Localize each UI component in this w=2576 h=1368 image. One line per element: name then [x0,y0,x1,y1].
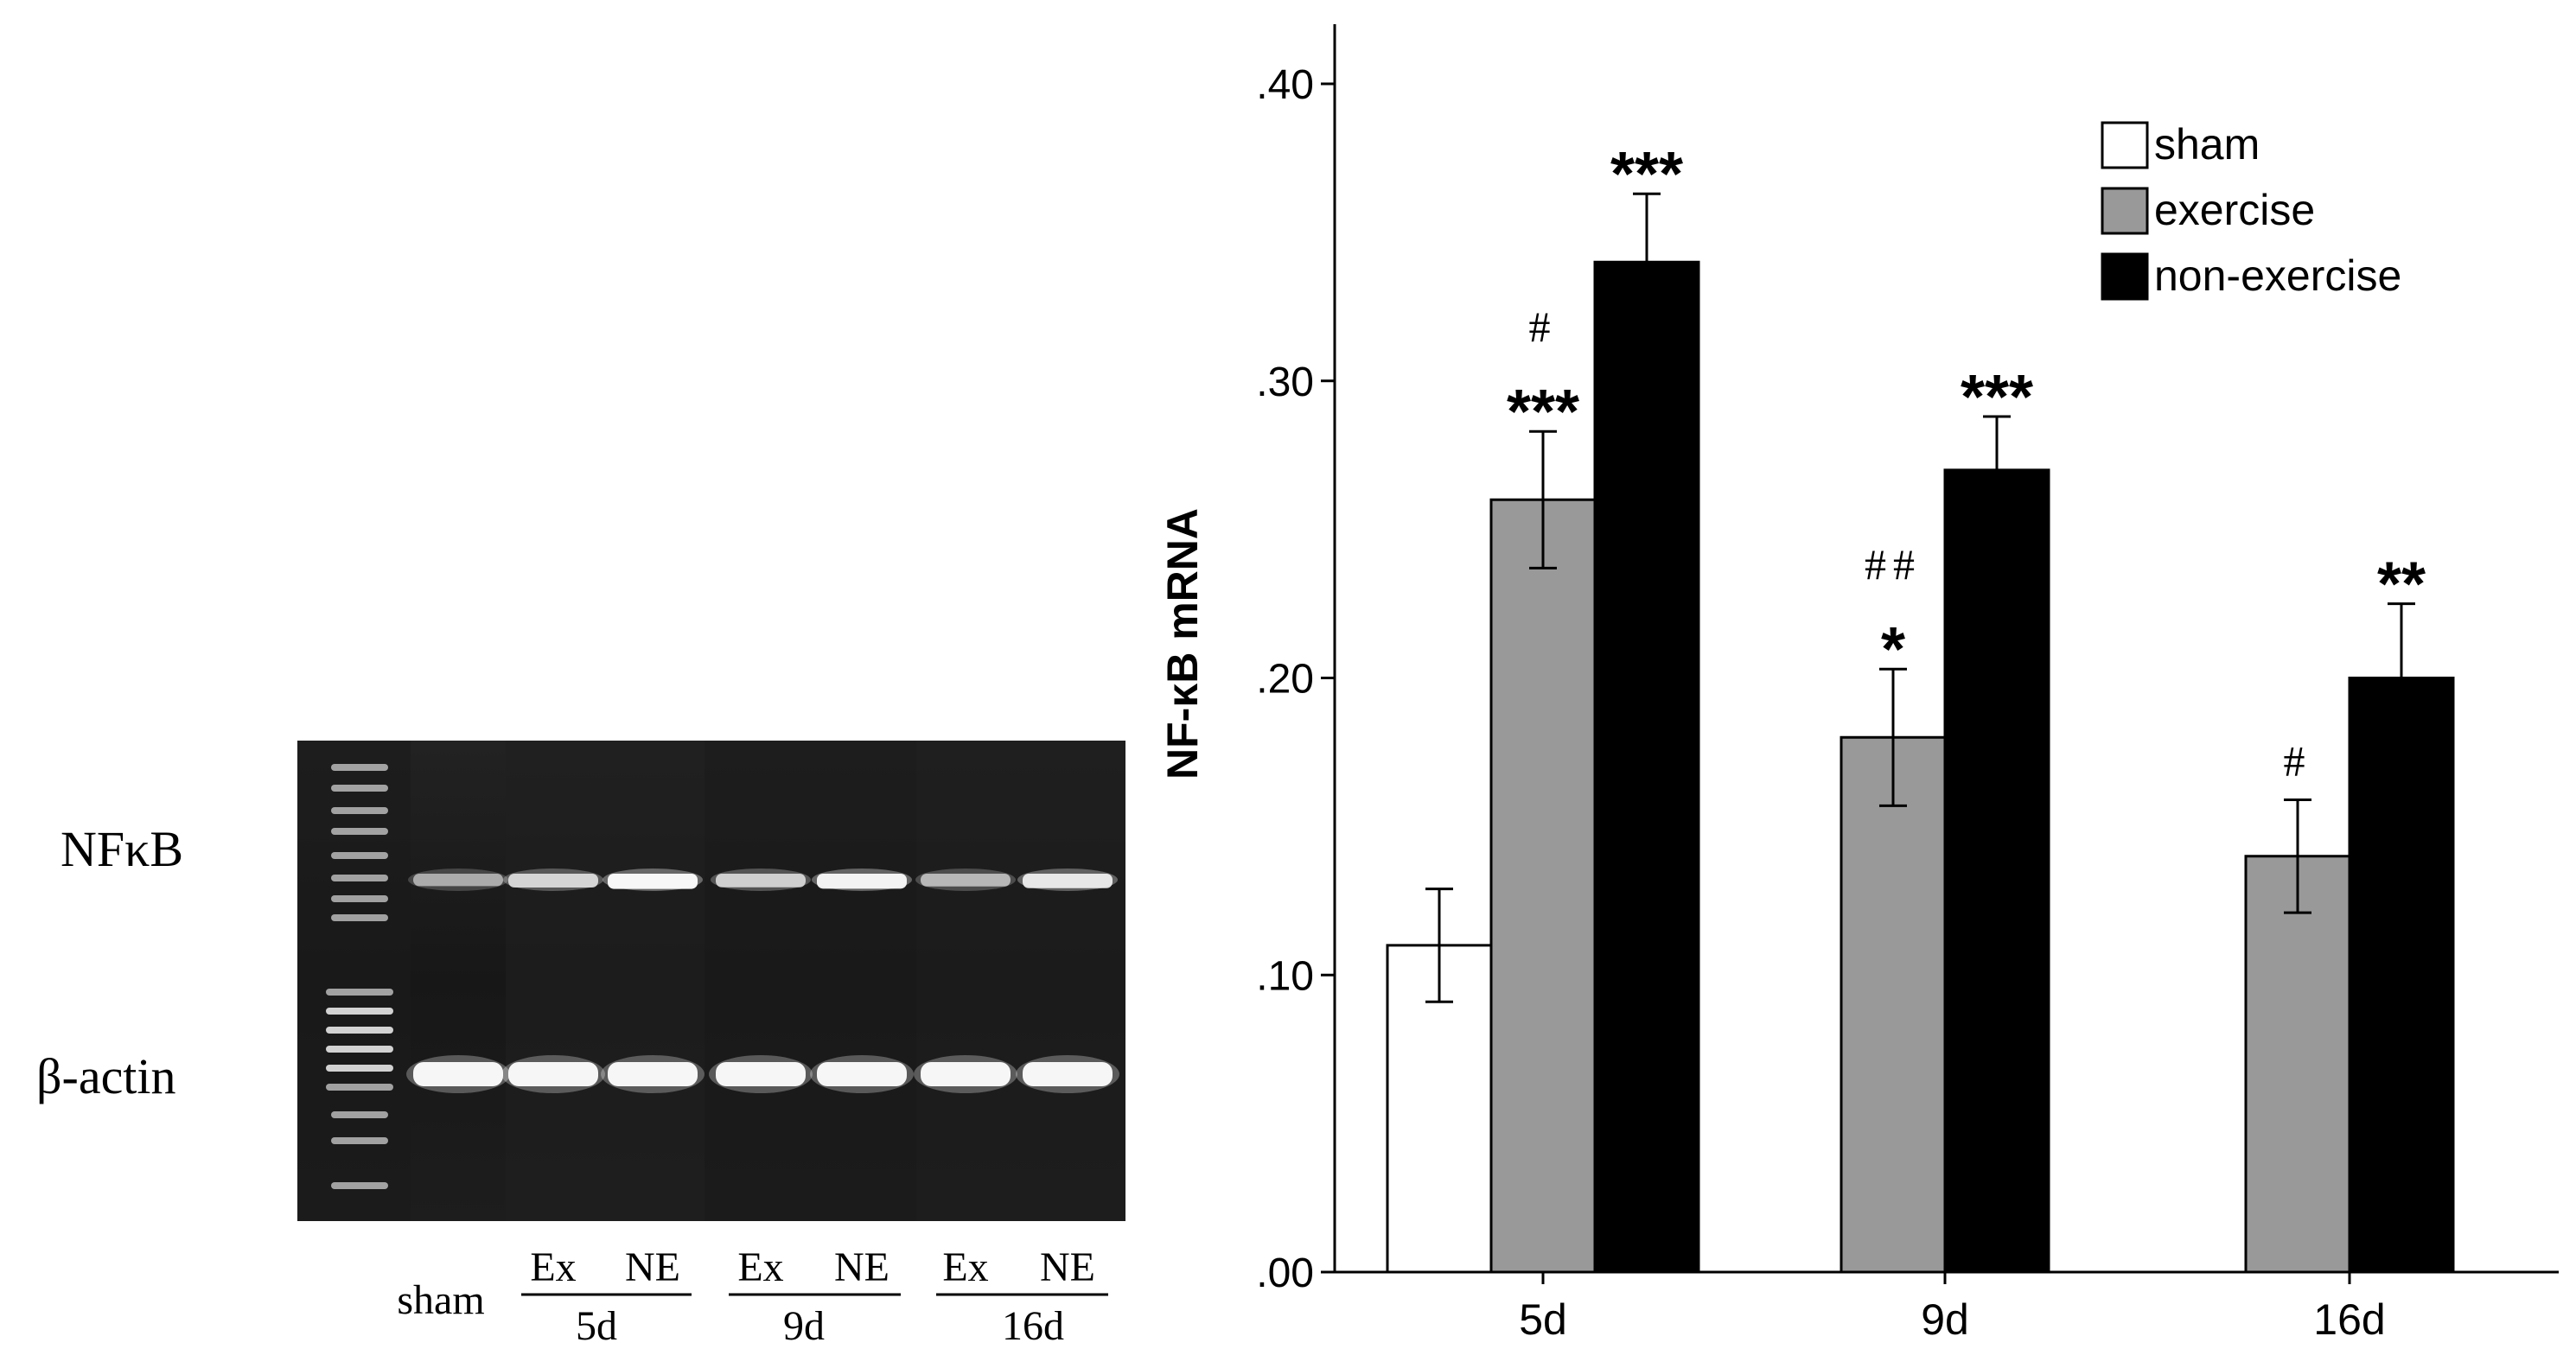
lane-label-ne-16d: NE [1040,1244,1095,1290]
significance-hash: ## [1865,540,1922,589]
bar-non-exercise-9d [1943,468,2050,1274]
x-tick-label: 5d [1519,1295,1567,1344]
ladder-band [331,828,388,835]
ladder-band [331,785,388,792]
ladder-band [326,1065,393,1072]
actin-band [716,1062,806,1086]
row-label-beta-actin: β-actin [36,1048,176,1104]
ladder-band [326,1027,393,1034]
nfkb-band [1023,874,1113,888]
ladder-band [331,807,388,814]
ladder-band [326,1084,393,1091]
group-label-16d: 16d [1002,1303,1064,1349]
nfkb-band [508,874,598,888]
lane-label-ex-5d: Ex [530,1244,576,1290]
ladder-band [331,852,388,859]
beta-actin-bands [406,1055,1119,1093]
legend-label-sham: sham [2154,120,2260,169]
nfkb-band [413,874,503,887]
ladder-band [331,875,388,881]
ladder-band [331,764,388,771]
gel-lane-shade [506,741,705,1221]
x-tick-label: 9d [1921,1295,1969,1344]
nfkb-bands [408,869,1118,891]
actin-band [1023,1062,1113,1086]
ladder-band [326,989,393,996]
bar-exercise-5d [1489,498,1597,1274]
legend-label-exercise: exercise [2154,186,2315,234]
actin-band [608,1062,698,1086]
ladder-band [331,914,388,921]
y-tick-label: .40 [1256,62,1314,108]
group-label-5d: 5d [576,1303,617,1349]
actin-band [921,1062,1011,1086]
gel-panel: NFκB β-actin sham Ex NE Ex NE Ex NE 5d 9… [36,741,1125,1349]
significance-hash: # [1529,302,1558,351]
legend-swatch-non-exercise [2101,252,2149,301]
bar-non-exercise-5d [1593,260,1700,1274]
ladder-band [331,1137,388,1144]
significance-stars: *** [1610,140,1683,209]
significance-hash: # [2284,736,2312,785]
legend-label-non-exercise: non-exercise [2154,251,2401,300]
actin-band [413,1062,503,1086]
significance-stars: * [1881,615,1905,684]
nfkb-band [608,874,698,889]
lane-label-sham: sham [397,1277,484,1323]
lane-label-ne-9d: NE [834,1244,889,1290]
group-label-9d: 9d [783,1303,825,1349]
y-tick-label: .10 [1256,953,1314,999]
actin-band [817,1062,907,1086]
dna-ladder [326,764,393,1189]
nfkb-band [921,874,1011,887]
ladder-band [326,1008,393,1015]
nfkb-band [817,874,907,889]
ladder-band [331,895,388,902]
legend-swatch-sham [2101,121,2149,169]
legend: sham exercise non-exercise [2101,120,2401,301]
nfkb-band [716,874,806,888]
lane-label-ex-9d: Ex [737,1244,783,1290]
legend-swatch-exercise [2101,187,2149,235]
bar-exercise-16d [2244,855,2351,1274]
y-tick-label: .00 [1256,1250,1314,1296]
gel-lane-shade [916,741,1125,1221]
y-axis-label: NF-κB mRNA [1158,508,1207,779]
bar-chart: ***#****##***#** .00.10.20.30.40 5d 9d 16d… [1158,24,2559,1344]
ladder-band [331,1182,388,1189]
y-tick-label: .20 [1256,657,1314,703]
significance-stars: ** [2377,550,2426,620]
lane-label-ex-16d: Ex [942,1244,988,1290]
bar-exercise-9d [1840,735,1947,1274]
gel-lane-shade [705,741,916,1221]
y-tick-label: .30 [1256,359,1314,405]
x-tick-label: 16d [2313,1295,2385,1344]
ladder-band [326,1046,393,1053]
ladder-band [331,1111,388,1118]
significance-stars: *** [1961,363,2033,432]
actin-band [508,1062,598,1086]
row-label-nfkb: NFκB [61,821,183,877]
lane-label-ne-5d: NE [625,1244,680,1290]
significance-stars: *** [1507,378,1579,447]
bar-non-exercise-16d [2348,677,2455,1274]
